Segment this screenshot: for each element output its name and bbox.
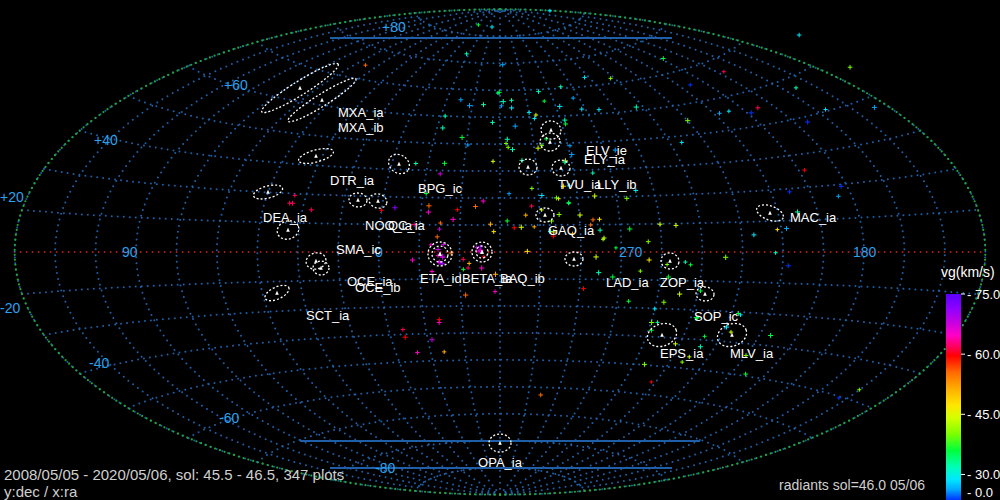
svg-text:+40: +40 [94,132,118,148]
svg-text:-60: -60 [219,410,239,426]
svg-text:ZOP_ia: ZOP_ia [660,275,705,290]
svg-text:MAC_ia: MAC_ia [790,210,837,225]
svg-text:2008/05/05 - 2020/05/06, sol:: 2008/05/05 - 2020/05/06, sol: 45.5 - 46.… [4,466,344,483]
svg-text:ETA_id: ETA_id [420,271,462,286]
svg-text:180: 180 [853,244,877,260]
svg-text:OPA_ia: OPA_ia [478,455,523,470]
svg-text:MXA_ia: MXA_ia [338,105,384,120]
svg-text:LAD_ia: LAD_ia [606,275,649,290]
svg-text:- 45.0: - 45.0 [967,407,1000,422]
svg-text:TVU_ia: TVU_ia [558,177,602,192]
svg-text:BPG_ic: BPG_ic [418,181,463,196]
svg-text:- 30.0: - 30.0 [967,467,1000,482]
svg-text:270: 270 [619,244,643,260]
svg-text:MXA_ib: MXA_ib [338,120,384,135]
svg-text:- 75.0: - 75.0 [967,287,1000,302]
svg-text:90: 90 [122,244,138,260]
svg-text:y:dec / x:ra: y:dec / x:ra [4,483,78,500]
svg-text:EPS_ia: EPS_ia [660,346,704,361]
svg-text:BAQ_ib: BAQ_ib [500,271,545,286]
svg-text:QC_ia: QC_ia [388,218,426,233]
svg-text:DEA_ia: DEA_ia [263,210,308,225]
svg-text:ELY_ia: ELY_ia [584,152,626,167]
svg-text:-40: -40 [89,355,109,371]
svg-text:GAQ_ia: GAQ_ia [548,223,595,238]
svg-text:radiants sol=46.0 05/06: radiants sol=46.0 05/06 [779,477,925,493]
svg-text:-80: -80 [375,460,395,476]
svg-text:+20: +20 [0,189,24,205]
svg-text:vg(km/s): vg(km/s) [941,264,995,280]
svg-text:LLY_ib: LLY_ib [597,177,637,192]
svg-text:- 60.0: - 60.0 [967,347,1000,362]
svg-text:OCE_ib: OCE_ib [355,280,401,295]
svg-text:-20: -20 [0,300,20,316]
svg-text:SOP_ic: SOP_ic [694,309,739,324]
svg-text:+60: +60 [224,77,248,93]
svg-text:SMA_ic: SMA_ic [336,242,381,257]
svg-text:- 0.0: - 0.0 [967,485,993,500]
svg-text:SCT_ia: SCT_ia [306,308,350,323]
svg-text:MLV_ia: MLV_ia [730,346,774,361]
svg-text:+80: +80 [382,19,406,35]
svg-text:DTR_ia: DTR_ia [330,173,375,188]
